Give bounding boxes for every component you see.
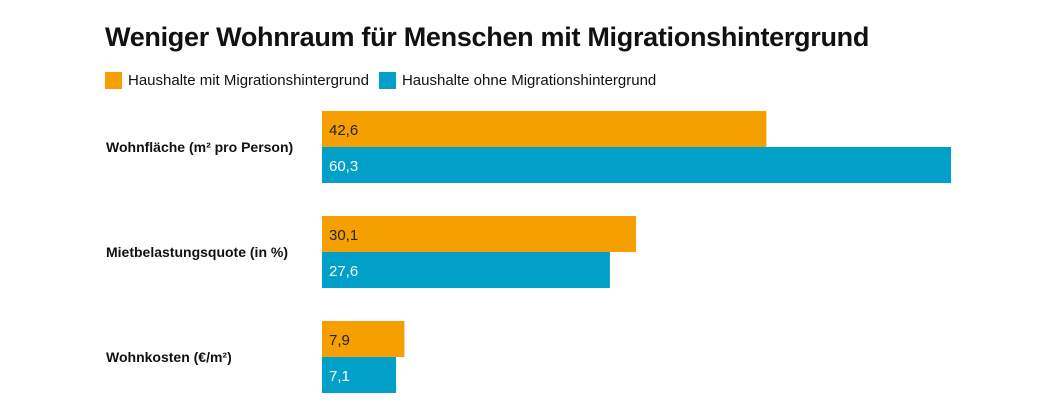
legend-label-with-migration: Haushalte mit Migrationshintergrund [128,72,369,89]
bar [322,252,610,288]
legend-swatch-with-migration [105,72,122,89]
data-label: 27,6 [329,263,358,280]
category-label: Wohnfläche (m² pro Person) [106,139,293,155]
category-label: Wohnkosten (€/m²) [106,349,232,365]
data-label: 7,1 [329,368,350,385]
bar [322,111,767,147]
bar [322,147,951,183]
bar [322,357,397,393]
data-label: 30,1 [329,227,358,244]
legend: Haushalte mit Migrationshintergrund Haus… [105,72,666,89]
data-label: 60,3 [329,158,358,175]
bar [322,216,636,252]
legend-swatch-without-migration [378,72,396,89]
chart-title: Weniger Wohnraum für Menschen mit Migrat… [105,22,870,52]
bar [322,321,405,357]
data-label: 42,6 [329,122,358,139]
legend-item-with-migration: Haushalte mit Migrationshintergrund [105,72,369,89]
legend-label-without-migration: Haushalte ohne Migrationshintergrund [401,72,657,89]
data-label: 7,9 [329,332,350,349]
legend-item-without-migration: Haushalte ohne Migrationshintergrund [378,72,657,89]
category-label: Mietbelastungsquote (in %) [106,244,288,260]
